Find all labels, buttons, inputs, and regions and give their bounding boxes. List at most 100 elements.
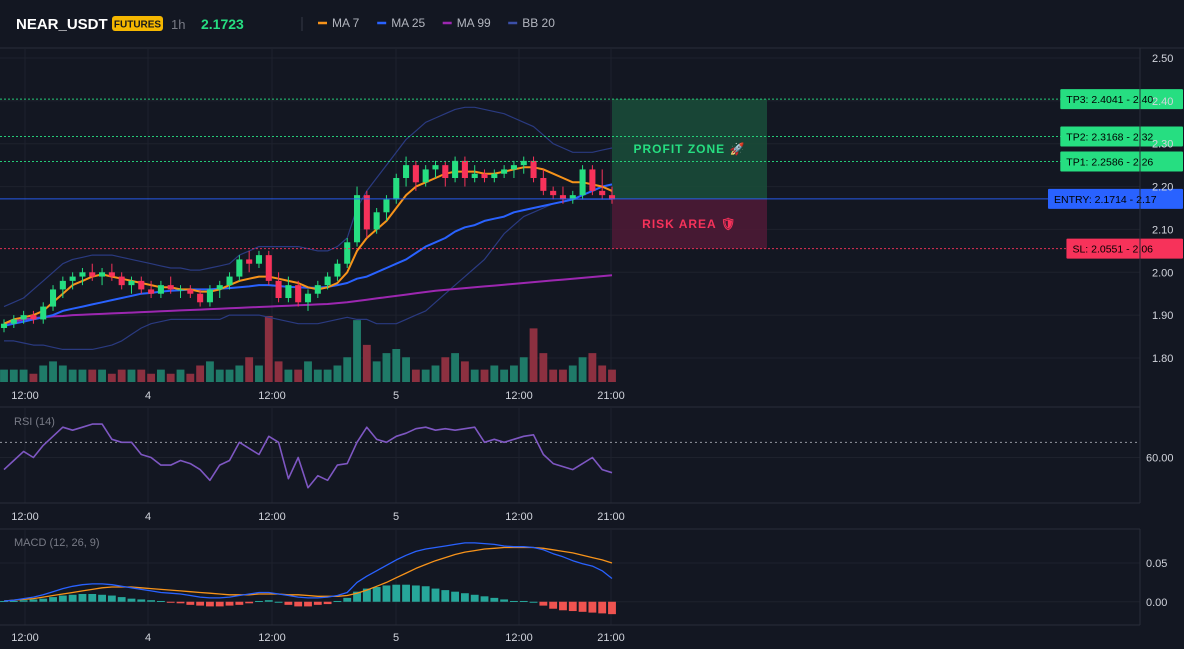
candle-body[interactable] [30, 315, 37, 320]
level-tag[interactable] [1060, 151, 1183, 172]
candle-body[interactable] [49, 289, 57, 307]
candle-body[interactable] [295, 285, 302, 303]
candle-body[interactable] [275, 280, 282, 298]
candle-body[interactable] [559, 195, 567, 200]
candle-body[interactable] [452, 160, 459, 178]
macd-histogram-bar [490, 597, 499, 602]
candle-body[interactable] [216, 285, 223, 290]
volume-bar [98, 369, 106, 382]
candle-body[interactable] [197, 293, 204, 303]
macd-histogram-bar [382, 585, 391, 602]
legend-item[interactable]: MA 7 [332, 16, 360, 30]
macd-histogram-bar [343, 597, 352, 602]
candle-body[interactable] [59, 280, 66, 290]
candle-body[interactable] [383, 199, 390, 213]
candle-body[interactable] [304, 293, 312, 303]
candle-body[interactable] [167, 285, 174, 290]
volume-bar [186, 373, 195, 382]
level-tag[interactable] [1066, 238, 1183, 259]
candle-body[interactable] [324, 276, 331, 286]
candle-body[interactable] [403, 165, 410, 178]
candle-body[interactable] [491, 173, 498, 178]
volume-bar [255, 365, 263, 382]
candle-body[interactable] [569, 195, 576, 200]
symbol-title: NEAR_USDT [16, 16, 108, 33]
macd-signal-line [3, 546, 613, 602]
candle-body[interactable] [599, 190, 606, 196]
candle-body[interactable] [314, 285, 321, 294]
candle-body[interactable] [108, 272, 115, 277]
candle-body[interactable] [255, 255, 263, 264]
candle-body[interactable] [157, 285, 164, 294]
volume-bar [559, 369, 567, 382]
candle-body[interactable] [540, 178, 547, 191]
candle-body[interactable] [0, 323, 8, 328]
candle-body[interactable] [20, 315, 27, 320]
level-tag[interactable] [1060, 89, 1183, 110]
candle-body[interactable] [471, 173, 478, 178]
macd-histogram-bar [88, 594, 97, 602]
candle-body[interactable] [187, 289, 194, 294]
candle-body[interactable] [530, 160, 537, 178]
candle-body[interactable] [589, 169, 596, 191]
candle-body[interactable] [334, 263, 341, 277]
rsi-pane: 60.00 12:00 4 12:00 5 12:00 21:00 [0, 407, 1174, 523]
macd-histogram-bar [402, 584, 410, 602]
volume-bar [539, 353, 548, 382]
volume-bar [460, 361, 469, 382]
legend-item[interactable]: BB 20 [522, 16, 555, 30]
candle-body[interactable] [226, 276, 233, 286]
candle-body[interactable] [422, 169, 429, 183]
candle-body[interactable] [285, 285, 292, 298]
candle-body[interactable] [177, 289, 184, 291]
candle-body[interactable] [118, 276, 125, 286]
candle-body[interactable] [432, 165, 439, 170]
candle-body[interactable] [608, 195, 616, 200]
volume-bar [323, 369, 332, 382]
level-tag[interactable] [1048, 188, 1183, 209]
candle-body[interactable] [265, 255, 272, 281]
indicator-legend: MA 7 MA 25 MA 99 BB 20 [318, 16, 555, 30]
candle-body[interactable] [10, 319, 17, 324]
level-tag[interactable] [1060, 126, 1183, 147]
candle-body[interactable] [363, 195, 370, 230]
candle-body[interactable] [40, 306, 47, 320]
macd-histogram-bar [510, 600, 518, 602]
candle-body[interactable] [236, 259, 243, 277]
candle-body[interactable] [246, 259, 253, 264]
candle-body[interactable] [412, 165, 419, 183]
candle-body[interactable] [579, 169, 586, 196]
candle-body[interactable] [89, 272, 96, 277]
candle-body[interactable] [353, 195, 361, 243]
futures-badge [112, 16, 163, 31]
volume-bar [68, 369, 77, 382]
candle-body[interactable] [550, 190, 557, 196]
legend-item[interactable]: MA 99 [457, 16, 491, 30]
candle-body[interactable] [128, 280, 135, 286]
price-axis[interactable]: 2.50 2.40 2.30 2.20 2.10 2.00 1.90 1.80 [1139, 48, 1173, 407]
macd-tick: 0.00 [1146, 597, 1167, 609]
candle-body[interactable] [148, 289, 155, 294]
candle-body[interactable] [520, 160, 527, 166]
volume-bars [0, 316, 616, 382]
candle-body[interactable] [206, 289, 213, 303]
macd-histogram-bar [0, 600, 8, 602]
timeframe-label[interactable]: 1h [171, 17, 185, 32]
candle-body[interactable] [442, 165, 449, 178]
candle-body[interactable] [79, 272, 86, 277]
candlesticks[interactable] [0, 156, 616, 333]
candle-body[interactable] [138, 280, 145, 290]
candle-body[interactable] [501, 169, 508, 174]
candle-body[interactable] [510, 165, 517, 170]
volume-bar [78, 369, 87, 382]
candle-body[interactable] [481, 173, 488, 178]
rsi-tick: 60.00 [1146, 453, 1174, 465]
candle-body[interactable] [344, 242, 351, 264]
legend-item[interactable]: MA 25 [391, 16, 425, 30]
candle-body[interactable] [99, 272, 106, 277]
candle-body[interactable] [393, 178, 400, 200]
candle-body[interactable] [373, 212, 380, 230]
candle-body[interactable] [461, 160, 468, 178]
candle-body[interactable] [69, 276, 76, 281]
